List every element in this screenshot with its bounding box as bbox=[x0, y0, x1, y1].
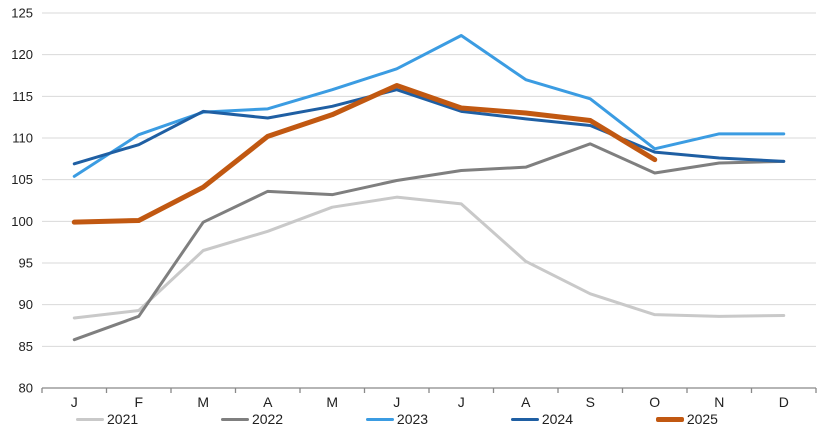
y-axis-tick-label: 125 bbox=[11, 6, 33, 21]
y-axis-tick-label: 95 bbox=[19, 256, 33, 271]
y-axis-tick-label: 105 bbox=[11, 172, 33, 187]
series-line-2022 bbox=[72, 142, 786, 342]
y-axis-tick-label: 120 bbox=[11, 47, 33, 62]
legend-item-2021: 2021 bbox=[76, 412, 138, 426]
x-axis-tick-label: J bbox=[393, 394, 400, 410]
legend-swatch-2024 bbox=[510, 417, 539, 421]
series-line-2021 bbox=[72, 195, 786, 320]
legend-label: 2021 bbox=[107, 411, 139, 427]
y-axis-tick-label: 85 bbox=[19, 339, 33, 354]
series-line-2024 bbox=[72, 88, 786, 166]
x-axis-tick-label: D bbox=[779, 394, 789, 410]
legend-item-2025: 2025 bbox=[655, 411, 718, 427]
x-axis-tick-label: N bbox=[714, 394, 724, 410]
legend-label: 2025 bbox=[686, 411, 718, 427]
y-axis-tick-label: 90 bbox=[19, 297, 33, 312]
legend-item-2023: 2023 bbox=[365, 411, 429, 427]
x-axis-tick-label: M bbox=[197, 394, 209, 410]
series-line-2025 bbox=[71, 83, 658, 225]
x-axis-tick-label: M bbox=[326, 394, 338, 410]
legend-item-2022: 2022 bbox=[220, 411, 284, 427]
y-axis-tick-label: 110 bbox=[12, 131, 33, 146]
legend-swatch-2025 bbox=[655, 416, 684, 422]
legend-label: 2024 bbox=[541, 411, 574, 427]
x-axis-tick-label: A bbox=[521, 394, 531, 410]
legend-item-2024: 2024 bbox=[510, 411, 574, 427]
y-axis-tick-label: 115 bbox=[12, 89, 33, 104]
legend-swatch-2021 bbox=[76, 417, 104, 421]
chart-legend: 2021 2022 2023 2024 2025 bbox=[76, 408, 718, 430]
legend-swatch-2022 bbox=[220, 417, 249, 421]
x-axis-tick-label: J bbox=[71, 394, 78, 410]
x-axis-tick-label: A bbox=[263, 394, 273, 410]
x-axis-tick-label: F bbox=[134, 394, 143, 410]
x-axis-tick-label: S bbox=[586, 394, 595, 410]
y-axis-tick-label: 100 bbox=[11, 214, 33, 229]
legend-label: 2023 bbox=[396, 411, 429, 427]
legend-label: 2022 bbox=[251, 411, 284, 427]
legend-swatch-2023 bbox=[365, 417, 394, 421]
x-axis-tick-label: O bbox=[649, 394, 660, 410]
y-axis-tick-label: 80 bbox=[19, 381, 33, 396]
x-axis-tick-label: J bbox=[458, 394, 465, 410]
